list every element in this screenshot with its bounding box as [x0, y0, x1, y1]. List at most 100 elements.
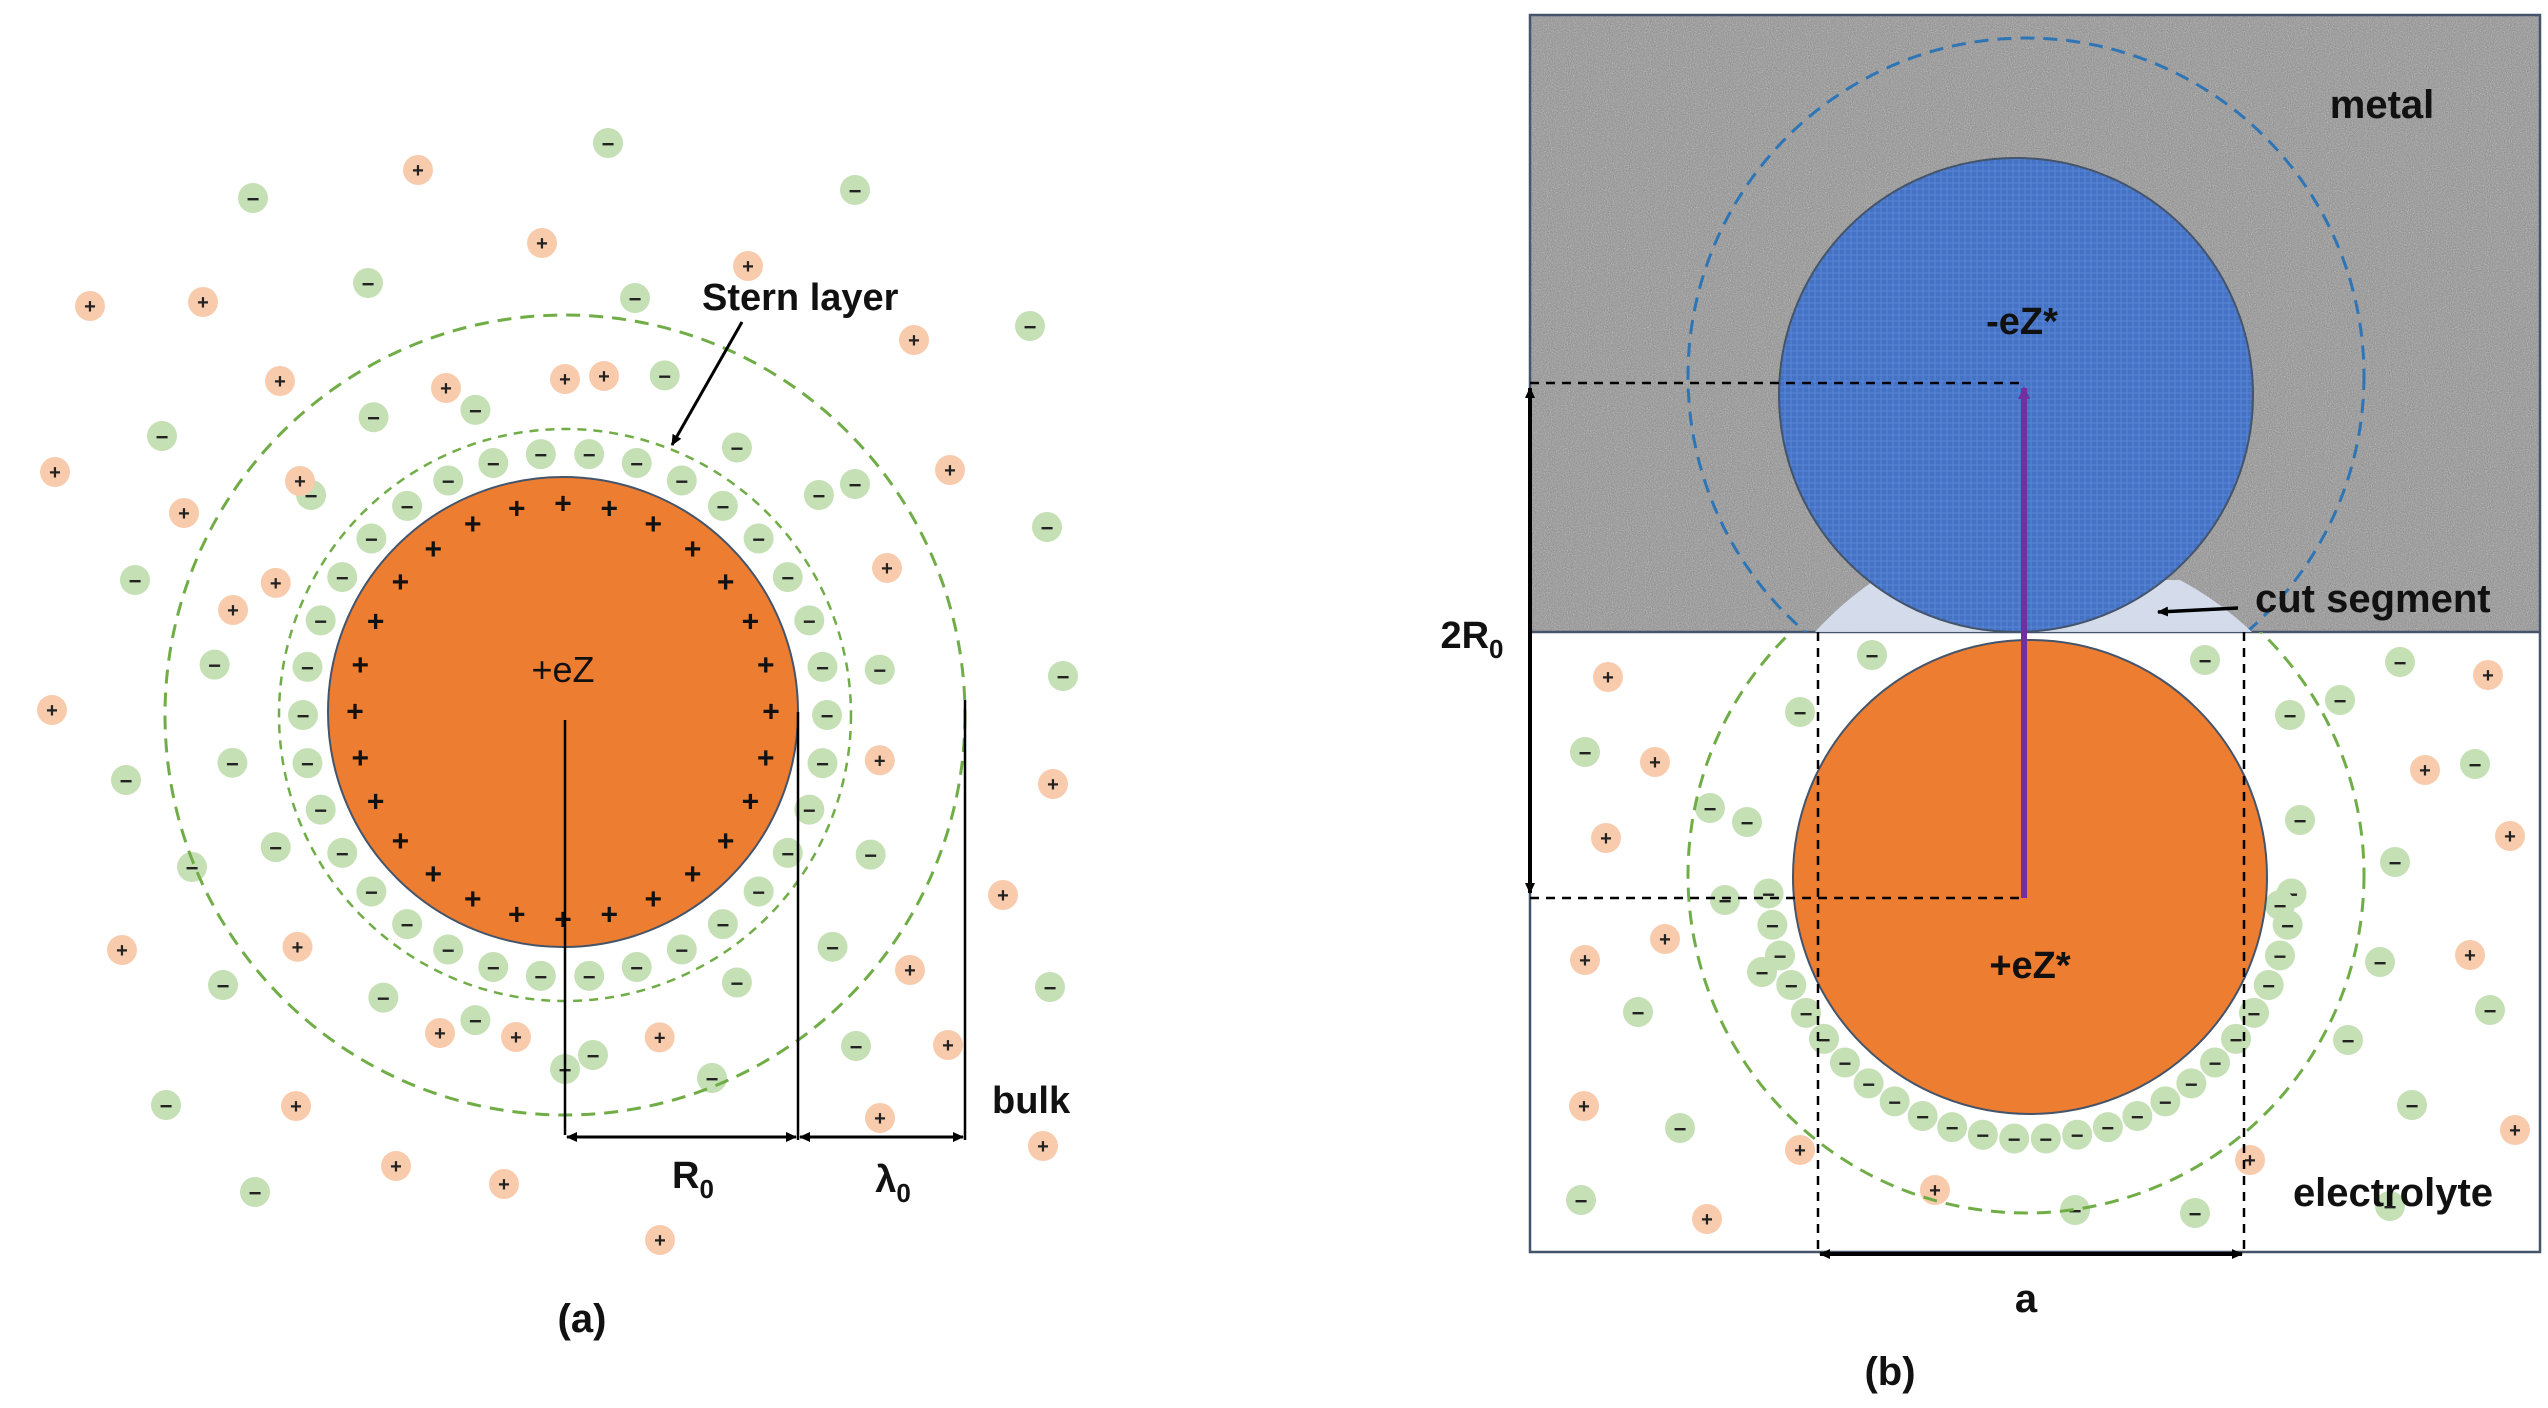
stern-layer-pointer: [670, 321, 744, 446]
cation: +: [489, 1169, 519, 1199]
anion: −: [574, 960, 605, 991]
anion: −: [1710, 885, 1740, 915]
anion: −: [1785, 697, 1815, 727]
svg-text:+: +: [654, 1230, 666, 1252]
anion: −: [1791, 997, 1822, 1028]
svg-text:−: −: [816, 655, 829, 680]
svg-text:+: +: [390, 1156, 402, 1178]
svg-text:+: +: [1037, 1136, 1049, 1158]
central-ion-charge: +eZ: [531, 649, 594, 690]
anion: −: [666, 934, 697, 965]
svg-text:−: −: [1766, 913, 1779, 938]
surface-charge-plus: +: [717, 825, 735, 858]
svg-text:−: −: [442, 469, 455, 494]
anion: −: [840, 469, 870, 499]
cation: +: [403, 155, 433, 185]
anion: −: [1808, 1023, 1839, 1054]
svg-text:−: −: [781, 841, 794, 866]
svg-text:−: −: [314, 609, 327, 634]
cation: +: [107, 935, 137, 965]
svg-text:+: +: [944, 460, 956, 482]
surface-charge-plus: +: [601, 493, 619, 526]
anion: −: [292, 651, 323, 682]
width-label: a: [2015, 1277, 2038, 1321]
surface-charge-plus: +: [601, 898, 619, 931]
svg-text:+: +: [1649, 752, 1661, 774]
anion: −: [199, 649, 230, 680]
anion: −: [864, 654, 895, 685]
svg-text:+: +: [49, 462, 61, 484]
surface-charge-plus: +: [367, 605, 385, 638]
svg-text:−: −: [2101, 1116, 2114, 1141]
anion: −: [433, 934, 464, 965]
svg-text:+: +: [178, 503, 190, 525]
svg-text:−: −: [2284, 704, 2297, 729]
svg-text:−: −: [2469, 753, 2482, 778]
svg-text:−: −: [1741, 811, 1754, 836]
svg-text:+: +: [1659, 929, 1671, 951]
cation: +: [218, 595, 248, 625]
anion: −: [240, 1177, 270, 1207]
cation: +: [75, 291, 105, 321]
svg-text:+: +: [440, 378, 452, 400]
anion: −: [2385, 647, 2415, 677]
svg-text:−: −: [730, 971, 743, 996]
surface-charge-plus: +: [684, 533, 702, 566]
svg-text:+: +: [881, 558, 893, 580]
anion: −: [238, 183, 268, 213]
surface-charge-plus: +: [554, 904, 572, 937]
anion: −: [794, 794, 825, 825]
cation: +: [1785, 1135, 1815, 1165]
panel-a-ions: −−−−−−−−−−−−−−−−−−−−−−−−− − − −−−−−−−+−−−+−…: [37, 128, 1078, 1255]
svg-text:+: +: [1047, 774, 1059, 796]
anion: −: [1879, 1086, 1910, 1117]
svg-text:−: −: [1057, 665, 1070, 690]
cation: +: [1591, 823, 1621, 853]
cation: +: [733, 251, 763, 281]
anion: −: [666, 465, 697, 496]
svg-text:−: −: [336, 566, 349, 591]
anion: −: [2265, 890, 2295, 920]
svg-text:−: −: [1674, 1117, 1687, 1142]
svg-text:+: +: [1602, 667, 1614, 689]
svg-text:−: −: [1862, 1072, 1875, 1097]
svg-text:−: −: [469, 1009, 482, 1034]
surface-charge-plus: +: [742, 786, 760, 819]
anion: −: [358, 402, 389, 433]
svg-text:−: −: [2384, 1195, 2397, 1220]
anion: −: [772, 837, 803, 868]
surface-charge-plus: +: [508, 898, 526, 931]
surface-charge-plus: +: [684, 858, 702, 891]
svg-text:+: +: [2509, 1120, 2521, 1142]
svg-text:−: −: [864, 843, 877, 868]
anion: −: [1570, 737, 1600, 767]
anion: −: [2475, 995, 2505, 1025]
cation: +: [501, 1022, 531, 1052]
svg-text:−: −: [816, 752, 829, 777]
cation: +: [1570, 945, 1600, 975]
svg-text:−: −: [587, 1044, 600, 1069]
anion: −: [1753, 878, 1784, 909]
svg-text:−: −: [1785, 973, 1798, 998]
svg-text:−: −: [658, 364, 671, 389]
anion: −: [111, 765, 141, 795]
real-charge-sphere: [1792, 639, 2268, 1115]
surface-charge-plus: +: [351, 742, 369, 775]
svg-text:−: −: [803, 609, 816, 634]
svg-text:−: −: [1632, 1001, 1645, 1026]
anion: −: [578, 1040, 608, 1070]
svg-text:−: −: [534, 964, 547, 989]
anion: −: [392, 490, 423, 521]
anion: −: [525, 439, 556, 470]
svg-text:−: −: [752, 880, 765, 905]
anion: −: [574, 439, 605, 470]
image-layer-boundary: [1686, 36, 2366, 632]
anion: −: [2333, 1025, 2363, 1055]
cation: +: [935, 455, 965, 485]
svg-text:−: −: [1774, 944, 1787, 969]
svg-text:−: −: [1839, 1051, 1852, 1076]
anion: −: [525, 960, 556, 991]
anion: −: [1665, 1113, 1695, 1143]
cation: +: [1692, 1204, 1722, 1234]
svg-text:−: −: [2185, 1072, 2198, 1097]
